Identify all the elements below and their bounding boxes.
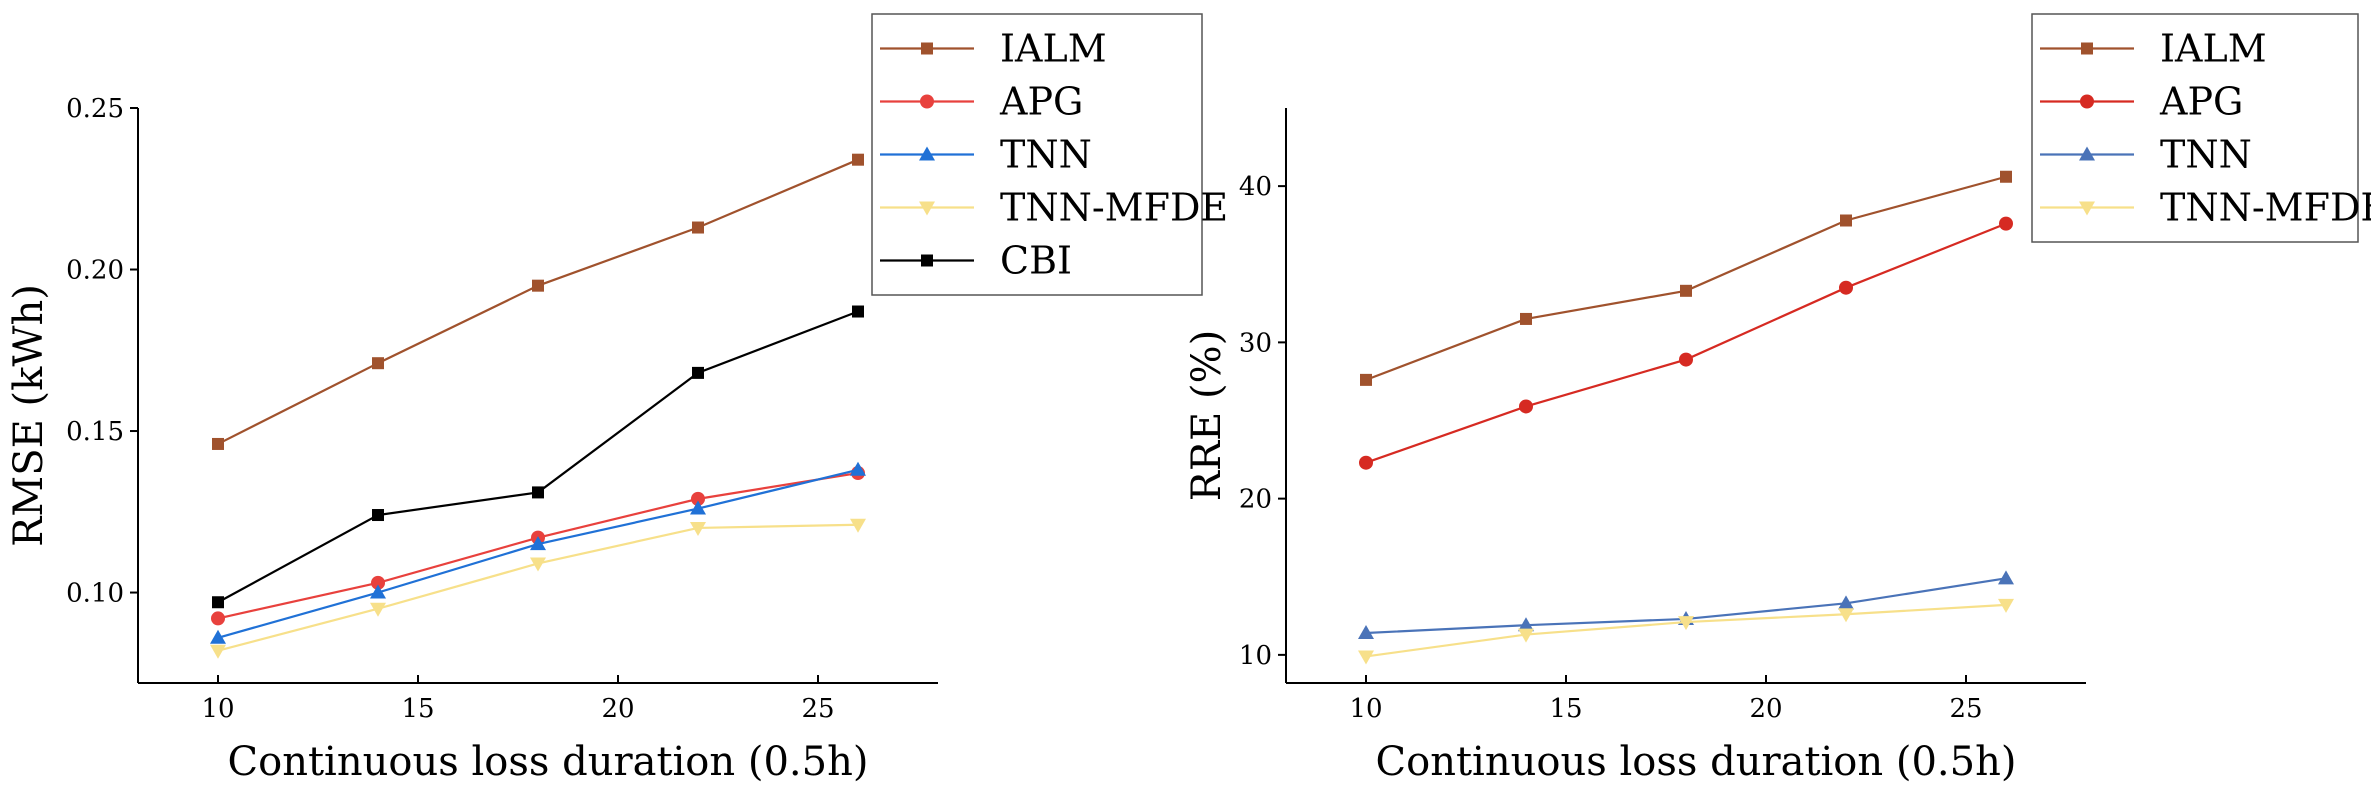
- y-tick-label: 0.25: [66, 94, 124, 124]
- y-tick-label: 0.10: [66, 579, 124, 609]
- data-point-cbi: [852, 305, 864, 318]
- data-point-tnn-mfde: [1358, 650, 1374, 665]
- y-tick-label: 0.15: [66, 417, 124, 447]
- data-point-tnn: [690, 500, 706, 515]
- data-point-tnn: [210, 629, 226, 644]
- data-point-apg: [1519, 399, 1533, 414]
- data-point-ialm: [2000, 170, 2012, 183]
- data-point-tnn: [530, 536, 546, 551]
- series-ialm: [1360, 170, 2012, 386]
- data-point-tnn: [850, 461, 866, 476]
- data-point-cbi: [212, 596, 224, 609]
- x-axis-title: Continuous loss duration (0.5h): [1376, 739, 2017, 785]
- data-point-tnn-mfde: [850, 518, 866, 533]
- series-cbi: [212, 305, 864, 609]
- legend-marker: [2080, 94, 2094, 109]
- y-tick-label: 30: [1239, 328, 1272, 358]
- x-axis-title: Continuous loss duration (0.5h): [228, 739, 869, 785]
- x-tick-label: 25: [1949, 694, 1982, 724]
- legend: IALM APG TNN TNN-MFDE: [2031, 13, 2371, 243]
- data-point-ialm: [1840, 214, 1852, 227]
- x-tick-label: 20: [601, 694, 634, 724]
- data-point-apg: [1679, 352, 1693, 367]
- data-point-tnn-mfde: [210, 644, 226, 659]
- data-point-cbi: [372, 509, 384, 522]
- data-point-tnn: [1998, 570, 2014, 585]
- data-point-ialm: [1520, 312, 1532, 325]
- data-point-cbi: [532, 486, 544, 499]
- x-tick-label: 15: [401, 694, 434, 724]
- legend-marker: [2081, 42, 2093, 55]
- series-tnn-mfde: [1358, 598, 2014, 665]
- data-point-tnn-mfde: [1518, 628, 1534, 643]
- legend-marker: [921, 42, 933, 55]
- data-point-tnn-mfde: [1998, 598, 2014, 613]
- series-ialm: [212, 153, 864, 450]
- y-tick-label: 40: [1239, 172, 1272, 202]
- data-point-tnn: [1358, 625, 1374, 639]
- data-point-apg: [371, 575, 385, 590]
- legend-label-tnn: TNN: [1000, 133, 1092, 177]
- data-point-ialm: [852, 153, 864, 166]
- legend-label-ialm: IALM: [1000, 27, 1107, 71]
- data-point-tnn-mfde: [1838, 608, 1854, 623]
- data-point-apg: [211, 611, 225, 626]
- legend-marker: [2079, 146, 2095, 161]
- data-point-ialm: [532, 279, 544, 292]
- series-tnn-mfde: [210, 518, 866, 659]
- data-point-tnn-mfde: [530, 557, 546, 572]
- data-point-tnn: [370, 584, 386, 599]
- data-point-apg: [691, 491, 705, 506]
- y-axis-title: RRE (%): [1184, 330, 1230, 501]
- y-tick-label: 10: [1239, 641, 1272, 671]
- series-apg: [1359, 216, 2013, 470]
- data-point-tnn-mfde: [370, 602, 386, 617]
- data-point-tnn: [1518, 617, 1534, 632]
- data-point-apg: [1839, 280, 1853, 295]
- data-point-ialm: [372, 357, 384, 370]
- data-point-tnn-mfde: [690, 521, 706, 536]
- x-tick-label: 15: [1549, 694, 1582, 724]
- data-point-ialm: [1680, 284, 1692, 297]
- legend-marker: [921, 254, 933, 267]
- legend-marker: [2079, 201, 2095, 216]
- data-point-ialm: [692, 221, 704, 234]
- legend-label-tnn-mfde: TNN-MFDE: [2160, 186, 2371, 230]
- data-point-cbi: [692, 366, 704, 379]
- legend-marker: [919, 201, 935, 216]
- legend-marker: [920, 94, 934, 109]
- rmse-chart: 10 15 20 25 0.10 0.15 0.20 0.25 Continuous loss …: [6, 13, 1228, 785]
- data-point-ialm: [1360, 373, 1372, 386]
- legend-marker: [919, 146, 935, 161]
- y-tick-label: 20: [1239, 485, 1272, 515]
- legend-label-ialm: IALM: [2160, 27, 2267, 71]
- rre-chart: 10 15 20 25 10 20 30 40 Continuous loss duration…: [1184, 13, 2371, 785]
- legend-label-apg: APG: [999, 80, 1083, 124]
- legend: IALM APG TNN TNN-MFDE CBI: [871, 13, 1228, 296]
- data-point-apg: [1359, 455, 1373, 470]
- y-axis-title: RMSE (kWh): [6, 284, 52, 547]
- data-point-ialm: [212, 437, 224, 450]
- x-tick-label: 10: [201, 694, 234, 724]
- legend-label-apg: APG: [2159, 80, 2243, 124]
- data-point-tnn-mfde: [1678, 616, 1694, 631]
- x-tick-label: 25: [801, 694, 834, 724]
- legend-label-tnn: TNN: [2160, 133, 2252, 177]
- x-tick-label: 10: [1349, 694, 1382, 724]
- data-point-tnn: [1838, 595, 1854, 610]
- legend-label-tnn-mfde: TNN-MFDE: [1000, 186, 1228, 230]
- legend-label-cbi: CBI: [1000, 239, 1072, 283]
- series-line-ialm: [1365, 175, 2007, 381]
- x-tick-label: 20: [1749, 694, 1782, 724]
- data-point-apg: [1999, 216, 2013, 231]
- series-tnn: [210, 461, 866, 644]
- y-tick-label: 0.20: [66, 256, 124, 286]
- series-line-ialm: [217, 158, 859, 445]
